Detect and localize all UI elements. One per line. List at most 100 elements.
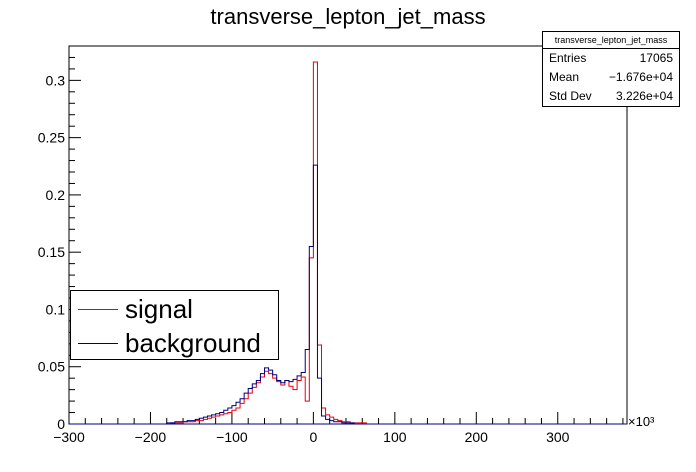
y-tick-label: 0 (57, 416, 65, 432)
stats-box: transverse_lepton_jet_mass Entries 17065… (542, 31, 680, 107)
histogram-bin (285, 380, 289, 424)
legend: signal background (70, 290, 279, 360)
series-signal (170, 61, 367, 424)
histogram-bin (187, 421, 191, 424)
histogram-bin (252, 387, 256, 424)
histogram-bin (220, 415, 224, 424)
legend-item-background: background (71, 326, 261, 360)
y-tick-label: 0.2 (46, 187, 66, 203)
histogram-bin (260, 374, 264, 424)
histogram-bin (216, 416, 220, 424)
x-axis-multiplier: ×10³ (628, 414, 655, 429)
histogram-bin (277, 380, 281, 424)
histogram-bin (203, 419, 207, 424)
x-tick-label: −300 (53, 429, 85, 445)
histogram-bin (326, 419, 330, 424)
histogram-bin (240, 403, 244, 424)
histogram-bin (199, 421, 203, 424)
y-tick-label: 0.1 (46, 301, 66, 317)
histogram-bin (228, 408, 232, 424)
legend-item-signal: signal (71, 292, 193, 326)
legend-label: signal (125, 293, 193, 324)
histogram-bin (289, 382, 293, 424)
x-tick-label: −100 (216, 429, 248, 445)
histogram-bin (216, 414, 220, 424)
histogram-bin (220, 413, 224, 424)
histogram-bin (256, 380, 260, 424)
legend-swatch-background (78, 342, 118, 344)
histogram-bin (273, 378, 277, 424)
stats-label: Std Dev (549, 89, 592, 103)
stats-value: −1.676e+04 (608, 70, 673, 84)
histogram-bin (244, 393, 248, 424)
histogram-bin (256, 383, 260, 424)
stats-label: Entries (549, 51, 587, 65)
histogram-bin (212, 417, 216, 424)
legend-swatch-signal (78, 308, 118, 310)
histogram-bin (269, 370, 273, 424)
histogram-bin (212, 415, 216, 424)
histogram-bin (240, 399, 244, 424)
legend-label: background (125, 327, 261, 358)
x-tick-label: 200 (465, 429, 489, 445)
histogram-bin (248, 393, 252, 424)
histogram-bin (317, 378, 321, 424)
histogram-bin (281, 385, 285, 424)
stats-row-std-dev: Std Dev 3.226e+04 (543, 87, 679, 106)
histogram-bin (207, 416, 211, 424)
histogram-bin (317, 345, 321, 424)
y-tick-label: 0.3 (46, 72, 66, 88)
histogram-bin (236, 408, 240, 424)
series-background (166, 164, 355, 424)
histogram-bin (265, 368, 269, 424)
histogram-bin (281, 383, 285, 424)
histogram-bin (236, 402, 240, 424)
histogram-bin (203, 417, 207, 424)
histogram-bin (191, 421, 195, 424)
histogram-bin (309, 258, 313, 424)
histogram-bin (322, 416, 326, 424)
stats-value: 3.226e+04 (615, 89, 673, 103)
chart-title: transverse_lepton_jet_mass (210, 4, 485, 29)
histogram-bin (330, 421, 334, 424)
histogram-bin (248, 388, 252, 424)
stats-row-mean: Mean −1.676e+04 (543, 68, 679, 87)
histogram-bin (301, 377, 305, 424)
x-tick-label: 300 (546, 429, 570, 445)
histogram-bin (285, 380, 289, 424)
histogram-bin (224, 414, 228, 424)
histogram-bin (301, 372, 305, 424)
x-tick-label: 0 (309, 429, 317, 445)
histogram-bin (313, 62, 317, 424)
histogram-bin (305, 350, 309, 424)
y-tick-label: 0.05 (38, 359, 65, 375)
histogram-bin (297, 376, 301, 424)
x-tick-label: −200 (135, 429, 167, 445)
y-tick-label: 0.15 (38, 244, 65, 260)
histogram-bin (265, 371, 269, 424)
y-tick-label: 0.25 (38, 130, 65, 146)
tick-labels: −300 −200 −100 0 100 200 300 0 0.05 0.1 0.15 0.2 0.2… (38, 72, 570, 445)
histogram-bin (232, 406, 236, 424)
histogram-bin (269, 374, 273, 424)
stats-label: Mean (549, 70, 580, 84)
histogram-bin (305, 401, 309, 424)
histogram-bin (244, 399, 248, 424)
x-tick-label: 100 (383, 429, 407, 445)
histogram-bin (195, 421, 199, 424)
histogram-bin (293, 390, 297, 424)
histogram-bin (232, 410, 236, 424)
series-outline-background (166, 164, 355, 424)
histogram-bin (224, 410, 228, 424)
histogram-bin (277, 382, 281, 424)
histogram-bin (252, 384, 256, 424)
stats-title: transverse_lepton_jet_mass (543, 32, 679, 49)
histogram-bin (313, 165, 317, 424)
histogram-bin (199, 418, 203, 424)
stats-row-entries: Entries 17065 (543, 49, 679, 68)
stats-value: 17065 (639, 51, 673, 65)
histogram-bin (228, 413, 232, 424)
histogram-bin (260, 377, 264, 424)
axis-ticks (68, 45, 624, 425)
